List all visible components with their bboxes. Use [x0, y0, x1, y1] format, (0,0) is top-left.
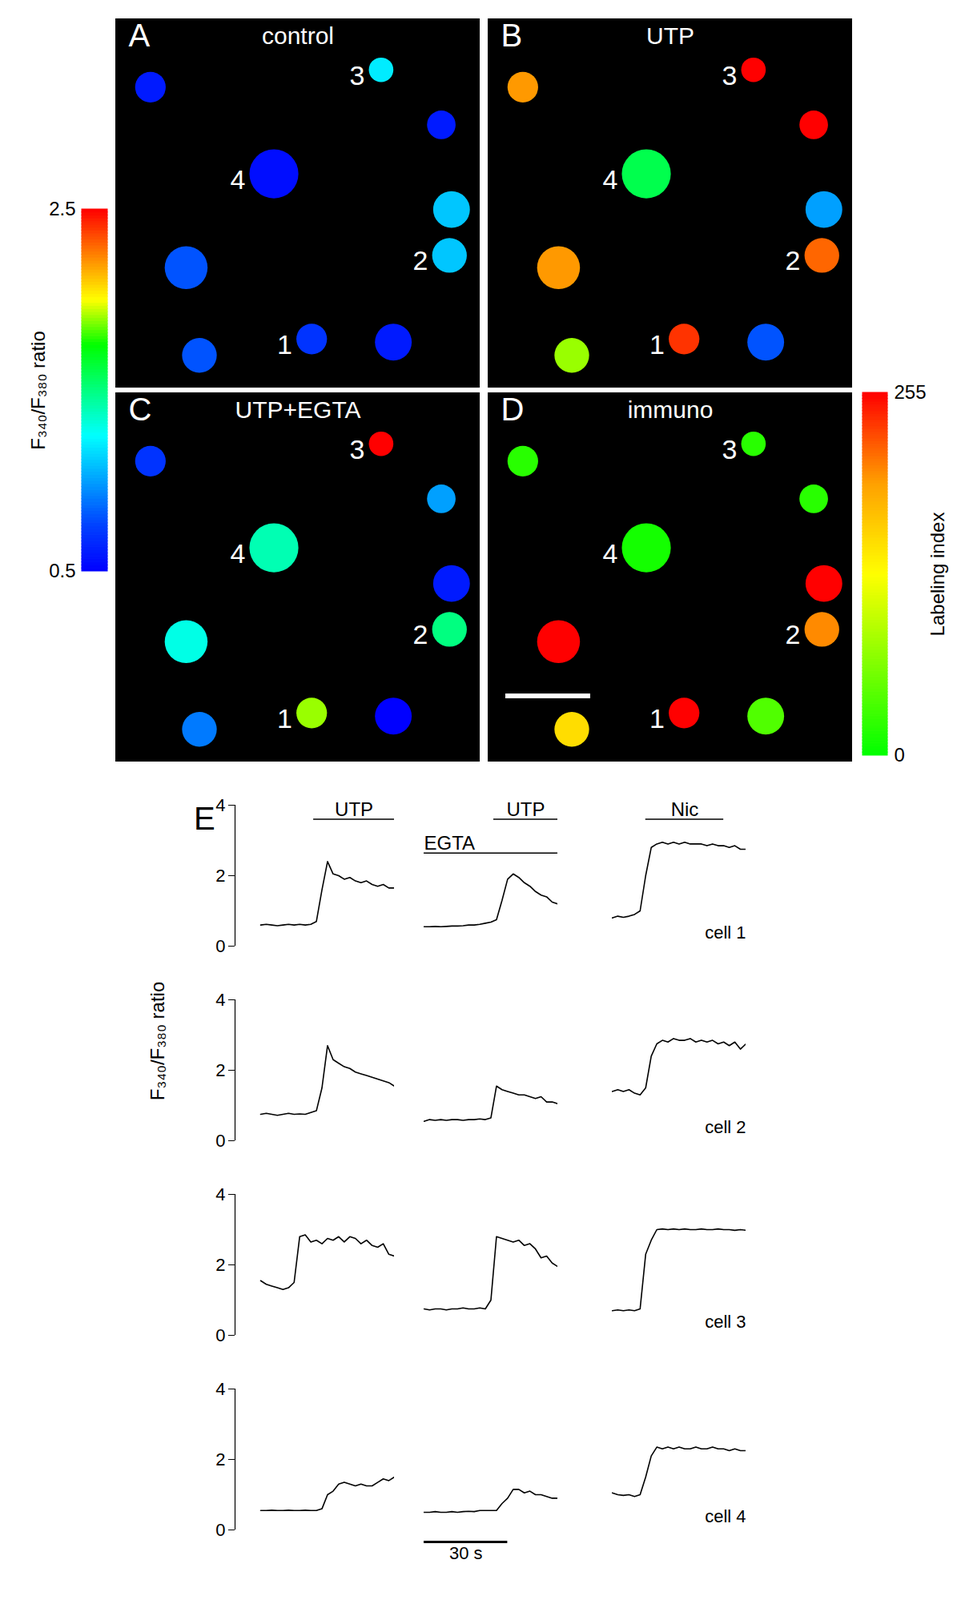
- svg-text:0: 0: [215, 1130, 226, 1151]
- svg-text:4: 4: [215, 795, 226, 816]
- svg-text:4: 4: [215, 1379, 226, 1400]
- svg-text:cell 2: cell 2: [704, 1117, 746, 1138]
- svg-text:Labeling index: Labeling index: [926, 512, 949, 637]
- svg-text:1: 1: [649, 703, 665, 734]
- svg-text:UTP: UTP: [334, 798, 374, 821]
- svg-text:0: 0: [215, 1325, 226, 1346]
- svg-text:30 s: 30 s: [449, 1543, 483, 1564]
- svg-text:UTP: UTP: [646, 22, 695, 49]
- svg-text:3: 3: [349, 60, 366, 91]
- svg-text:0: 0: [215, 1519, 226, 1541]
- svg-text:0: 0: [894, 743, 905, 766]
- svg-text:cell 4: cell 4: [704, 1506, 746, 1527]
- svg-text:Nic: Nic: [671, 798, 700, 821]
- svg-text:2: 2: [413, 619, 429, 650]
- svg-text:4: 4: [215, 989, 226, 1010]
- svg-text:UTP+EGTA: UTP+EGTA: [235, 396, 362, 423]
- svg-text:B: B: [501, 17, 523, 53]
- svg-text:0.5: 0.5: [48, 559, 76, 582]
- svg-text:2: 2: [215, 1254, 226, 1275]
- svg-text:1: 1: [649, 329, 665, 360]
- svg-text:2: 2: [785, 619, 801, 650]
- svg-text:4: 4: [602, 538, 618, 569]
- svg-text:cell 1: cell 1: [704, 922, 746, 943]
- svg-text:3: 3: [349, 434, 366, 465]
- svg-text:C: C: [128, 391, 153, 427]
- svg-text:2: 2: [785, 245, 801, 276]
- svg-text:cell 3: cell 3: [704, 1311, 746, 1332]
- svg-text:4: 4: [229, 538, 246, 569]
- svg-text:1: 1: [277, 703, 293, 734]
- svg-text:3: 3: [722, 60, 738, 91]
- svg-text:2.5: 2.5: [48, 197, 76, 220]
- svg-text:immuno: immuno: [627, 396, 714, 423]
- svg-text:2: 2: [413, 245, 429, 276]
- svg-text:4: 4: [215, 1184, 226, 1205]
- svg-text:2: 2: [215, 1449, 226, 1470]
- svg-text:2: 2: [215, 1060, 226, 1081]
- svg-text:1: 1: [277, 329, 293, 360]
- html-text:E: E: [193, 800, 216, 837]
- svg-text:2: 2: [215, 865, 226, 886]
- svg-text:4: 4: [229, 164, 246, 195]
- svg-text:F₃₄₀/F₃₈₀ ratio: F₃₄₀/F₃₈₀ ratio: [27, 330, 49, 451]
- svg-text:UTP: UTP: [506, 798, 545, 821]
- svg-text:D: D: [501, 391, 525, 427]
- svg-text:4: 4: [602, 164, 618, 195]
- svg-text:control: control: [261, 22, 334, 49]
- svg-text:A: A: [128, 17, 151, 53]
- html-text:F₃₄₀/F₃₈₀ ratio: F₃₄₀/F₃₈₀ ratio: [146, 981, 169, 1101]
- svg-text:EGTA: EGTA: [424, 832, 476, 854]
- svg-text:0: 0: [215, 936, 226, 957]
- svg-text:255: 255: [894, 381, 927, 403]
- svg-text:3: 3: [722, 434, 738, 465]
